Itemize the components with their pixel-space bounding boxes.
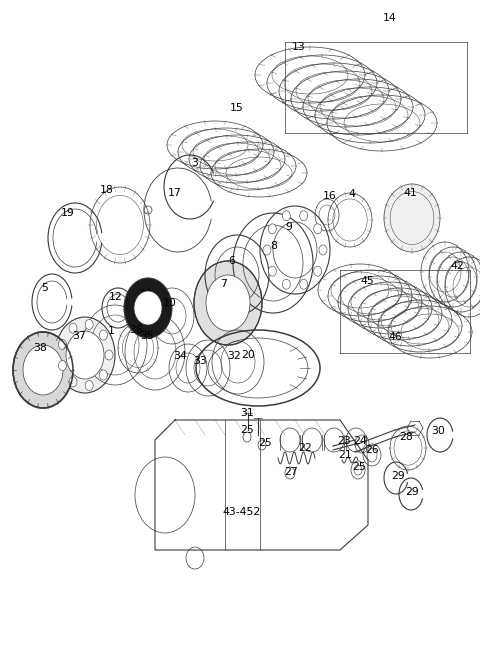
Text: 3: 3 [192,158,198,168]
Text: 7: 7 [221,279,228,289]
Ellipse shape [55,317,115,393]
Text: 6: 6 [228,256,235,266]
Text: 1: 1 [108,326,114,336]
Text: 35: 35 [140,331,154,341]
Ellipse shape [282,279,290,290]
Text: 34: 34 [173,351,187,361]
Ellipse shape [23,345,63,395]
Ellipse shape [66,331,104,379]
Ellipse shape [124,278,172,338]
Text: 30: 30 [431,426,445,436]
Text: 26: 26 [365,445,379,455]
Text: 29: 29 [391,471,405,481]
Text: 20: 20 [241,350,255,360]
Text: 33: 33 [193,356,207,366]
Text: 46: 46 [388,332,402,342]
Ellipse shape [268,266,276,276]
Ellipse shape [313,266,322,276]
Ellipse shape [282,211,290,221]
Ellipse shape [300,211,308,221]
Text: 42: 42 [450,261,464,271]
Text: 32: 32 [227,351,241,361]
Text: 12: 12 [109,292,123,302]
Text: 43-452: 43-452 [223,507,261,517]
Text: 25: 25 [352,462,366,472]
Ellipse shape [206,275,250,331]
Ellipse shape [194,261,262,345]
Text: 19: 19 [61,208,75,218]
Ellipse shape [319,245,327,255]
Ellipse shape [13,332,73,408]
Text: 25: 25 [240,425,254,435]
Ellipse shape [300,279,308,290]
Ellipse shape [268,224,276,234]
Text: 17: 17 [168,188,182,198]
Text: 36: 36 [129,325,143,335]
Text: 28: 28 [399,432,413,442]
Text: 41: 41 [403,188,417,198]
Text: 4: 4 [348,189,355,199]
Text: 5: 5 [42,283,48,293]
Text: 27: 27 [284,467,298,477]
Text: 29: 29 [405,487,419,497]
Ellipse shape [85,320,93,329]
Ellipse shape [85,381,93,390]
Text: 25: 25 [258,438,272,448]
Text: 24: 24 [353,436,367,446]
Ellipse shape [69,323,77,333]
Text: 16: 16 [323,191,337,201]
Ellipse shape [69,377,77,387]
Text: 8: 8 [271,241,277,251]
Ellipse shape [99,370,108,380]
Text: 14: 14 [383,13,397,23]
Ellipse shape [313,224,322,234]
Text: 18: 18 [100,185,114,195]
Ellipse shape [59,339,66,349]
Text: 23: 23 [337,436,351,446]
Text: 38: 38 [33,343,47,353]
Text: 10: 10 [163,298,177,308]
Ellipse shape [134,291,162,325]
Ellipse shape [99,330,108,340]
Text: 9: 9 [286,222,292,232]
Ellipse shape [105,350,113,360]
Ellipse shape [384,184,440,252]
Text: 37: 37 [72,331,86,341]
Text: 45: 45 [360,276,374,286]
Text: 15: 15 [230,103,244,113]
Text: 13: 13 [292,42,306,52]
Ellipse shape [59,361,66,371]
Text: 31: 31 [240,408,254,418]
Text: 21: 21 [338,450,352,460]
Ellipse shape [263,245,271,255]
Text: 22: 22 [298,443,312,453]
Text: 11: 11 [140,289,154,299]
